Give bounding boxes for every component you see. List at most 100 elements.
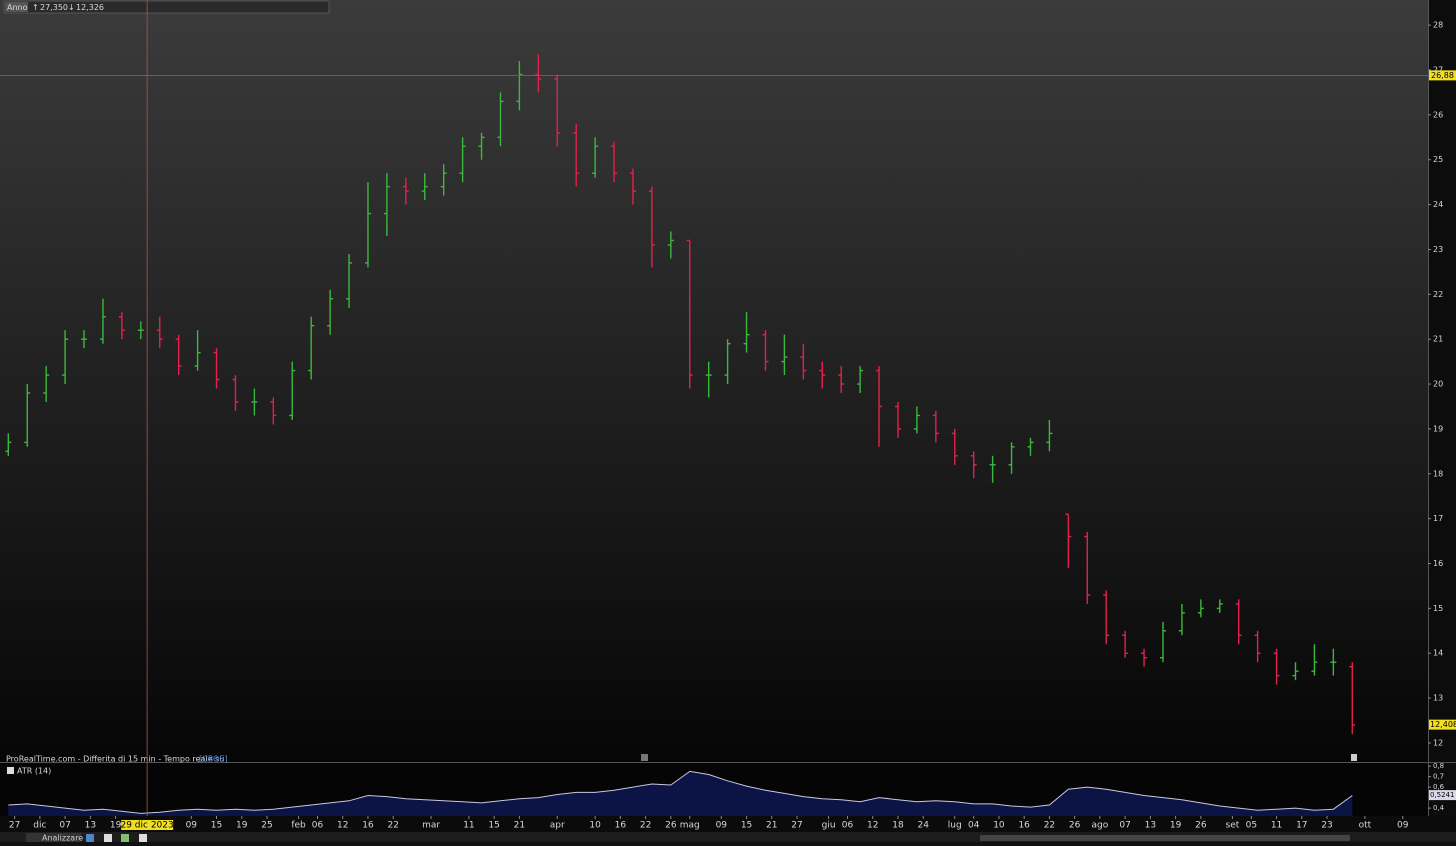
arrow-up: ↑ <box>32 3 39 12</box>
x-tick-label: 15 <box>211 821 222 831</box>
crosshair-x-label: 29 dic 2023 <box>120 821 173 831</box>
year-low: 12,326 <box>76 3 104 12</box>
x-tick-label: 09 <box>186 821 198 831</box>
x-tick-label: 09 <box>716 821 728 831</box>
x-tick-label: 27 <box>791 821 802 831</box>
x-tick-label: 10 <box>993 821 1005 831</box>
x-tick-label: 15 <box>741 821 752 831</box>
x-tick-label: 21 <box>766 821 777 831</box>
last-price-box <box>1429 719 1456 730</box>
y-tick-label: 19 <box>1433 424 1443 433</box>
x-tick-label: 13 <box>1145 821 1156 831</box>
x-tick-label: 26 <box>1195 821 1207 831</box>
y-tick-label: 28 <box>1433 21 1443 30</box>
x-tick-label: 06 <box>312 821 324 831</box>
x-tick-label: 10 <box>589 821 601 831</box>
x-tick-label: 16 <box>1018 821 1030 831</box>
x-tick-label: dic <box>33 821 46 831</box>
x-tick-label: 16 <box>362 821 374 831</box>
year-high: 27,350 <box>40 3 68 12</box>
toolbar-icon[interactable] <box>86 834 94 842</box>
y-tick-label: 22 <box>1433 290 1443 299</box>
x-tick-label: 25 <box>261 821 272 831</box>
toolbar-icon[interactable] <box>121 834 129 842</box>
x-tick-label: 18 <box>892 821 904 831</box>
atr-y-tick-label: 0,6 <box>1433 783 1445 791</box>
y-tick-label: 15 <box>1433 604 1443 613</box>
x-tick-label: 21 <box>514 821 525 831</box>
x-tick-label: mar <box>422 821 440 831</box>
period[interactable]: Anno <box>7 3 28 12</box>
x-tick-label: 06 <box>842 821 854 831</box>
x-tick-label: 26 <box>665 821 677 831</box>
x-tick-label: 19 <box>1170 821 1182 831</box>
x-tick-label: 22 <box>1044 821 1055 831</box>
x-tick-label: 07 <box>59 821 70 831</box>
analyze-label[interactable]: Analizzare <box>42 834 83 843</box>
y-tick-label: 20 <box>1433 380 1443 389</box>
y-tick-label: 18 <box>1433 469 1443 478</box>
info-icon[interactable] <box>1351 754 1357 761</box>
atr-checkbox[interactable] <box>7 767 14 774</box>
source-link[interactable]: [CBOE] <box>199 755 228 764</box>
x-tick-label: 15 <box>488 821 499 831</box>
crosshair-x-box <box>121 820 174 830</box>
atr-y-tick-label: 0,4 <box>1433 804 1445 812</box>
last-price-label: 12,408 <box>1430 720 1456 729</box>
x-tick-label: 26 <box>1069 821 1081 831</box>
axis-background <box>1428 0 1456 842</box>
y-tick-label: 24 <box>1433 200 1443 209</box>
x-tick-label: feb <box>291 821 306 831</box>
x-tick-label: set <box>1226 821 1240 831</box>
x-tick-label: 22 <box>387 821 398 831</box>
crosshair-y-label: 26,88 <box>1431 71 1454 80</box>
x-tick-label: 13 <box>85 821 96 831</box>
plot-background <box>0 0 1428 762</box>
x-tick-label: 27 <box>9 821 20 831</box>
x-tick-label: 11 <box>463 821 474 831</box>
header-box <box>3 0 330 14</box>
atr-y-tick-label: 0,8 <box>1433 762 1444 770</box>
arrow-down: ↓ <box>68 3 75 12</box>
x-axis-background <box>0 816 1456 832</box>
analyze-button[interactable] <box>26 833 81 842</box>
x-tick-label: 12 <box>337 821 348 831</box>
y-tick-label: 17 <box>1433 514 1443 523</box>
x-tick-label: 17 <box>1296 821 1307 831</box>
y-tick-label: 16 <box>1433 559 1443 568</box>
x-tick-label: apr <box>550 821 565 831</box>
x-tick-label: 23 <box>1321 821 1332 831</box>
x-tick-label: ago <box>1092 821 1109 831</box>
y-tick-label: 23 <box>1433 245 1443 254</box>
atr-area <box>8 771 1353 816</box>
atr-line <box>8 770 1353 814</box>
atr-title: ATR (14) <box>17 767 51 776</box>
y-tick-label: 21 <box>1433 335 1443 344</box>
y-tick-label: 13 <box>1433 694 1443 703</box>
x-tick-label: mag <box>680 821 700 831</box>
scrollbar[interactable] <box>980 835 1350 841</box>
toolbar <box>0 832 1456 842</box>
y-tick-label: 12 <box>1433 738 1443 747</box>
x-tick-label: 16 <box>615 821 627 831</box>
x-tick-label: 11 <box>1271 821 1282 831</box>
y-tick-label: 25 <box>1433 155 1443 164</box>
y-tick-label: 26 <box>1433 110 1443 119</box>
toolbar-icon[interactable] <box>139 834 147 842</box>
x-tick-label: ott <box>1359 821 1372 831</box>
y-tick-label: 27 <box>1433 65 1443 74</box>
x-tick-label: 19 <box>236 821 248 831</box>
x-tick-label: 24 <box>917 821 929 831</box>
x-tick-label: 07 <box>1119 821 1130 831</box>
toolbar-icon[interactable] <box>104 834 112 842</box>
source: ProRealTime.com - Differita di 15 min - … <box>6 755 224 764</box>
period-box[interactable] <box>5 2 28 12</box>
x-tick-label: 19 <box>110 821 122 831</box>
x-tick-label: 09 <box>1397 821 1409 831</box>
x-tick-label: 04 <box>968 821 980 831</box>
y-tick-label: 14 <box>1433 649 1443 658</box>
x-tick-label: giu <box>822 821 836 831</box>
calendar-icon[interactable] <box>641 754 648 761</box>
atr-last-label: 0,5241 <box>1430 791 1455 799</box>
